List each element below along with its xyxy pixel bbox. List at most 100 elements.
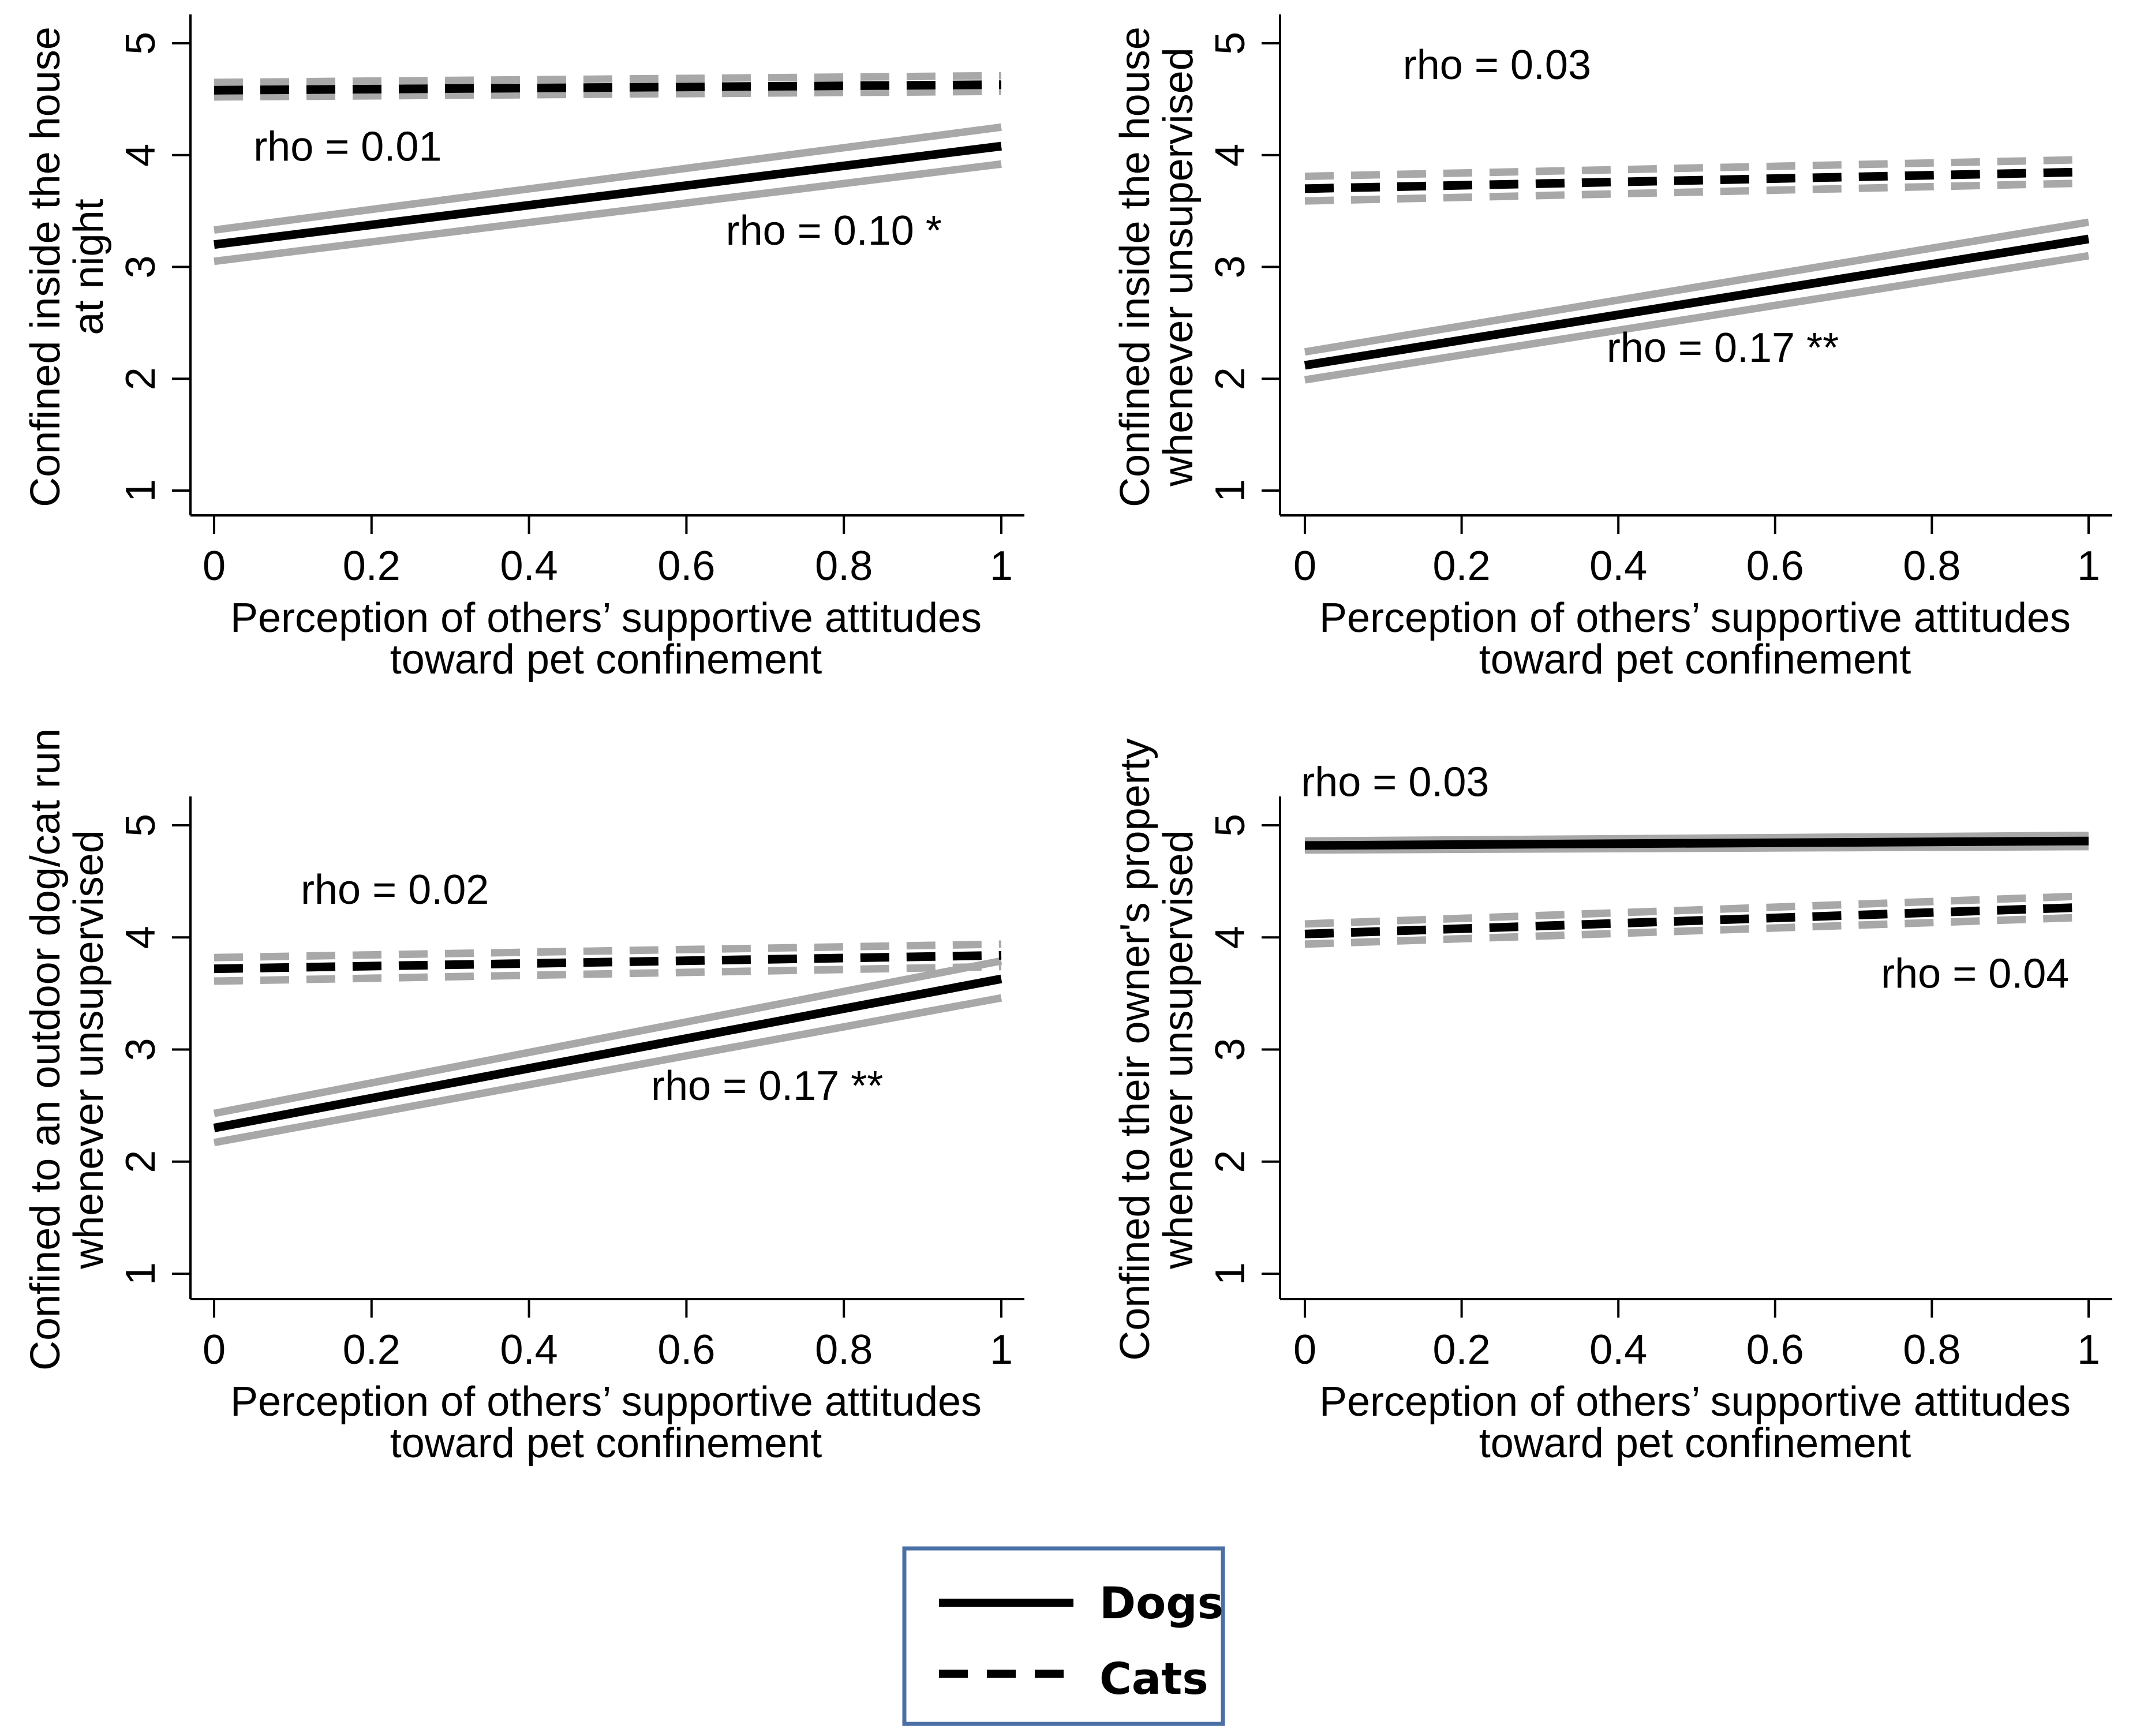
x-tick-label: 0.6 [657, 1327, 715, 1373]
x-tick-label: 0 [1293, 1327, 1316, 1373]
y-tick-label: 2 [118, 367, 164, 390]
x-tick-label: 0.8 [815, 1327, 873, 1373]
y-axis-title-line1: Confined inside the house [1112, 27, 1158, 507]
dogs-ci-lower [1304, 252, 2090, 384]
cats-fit-line [1304, 903, 2089, 938]
y-tick-label: 4 [1207, 926, 1254, 949]
dogs-ci-upper [214, 123, 1002, 234]
chart-panel-3: 0 0.2 0.4 0.6 0.8 1 1 2 3 4 5 Confined to an outdoo… [23, 728, 1024, 1466]
y-tick-label: 5 [1207, 32, 1254, 55]
chart-panel-4: 0 0.2 0.4 0.6 0.8 1 1 2 3 4 5 Confined to their own… [1112, 738, 2112, 1466]
y-tick-label: 5 [118, 814, 164, 837]
panels: 0 0.2 0.4 0.6 0.8 1 1 2 3 4 5 Confined inside the h… [23, 14, 2112, 1466]
y-tick-label: 2 [118, 1150, 164, 1173]
y-tick-label: 2 [1207, 1150, 1254, 1173]
x-tick-label: 1 [990, 1327, 1013, 1373]
rho-annotation: rho = 0.01 [253, 124, 441, 170]
dogs-ci-upper [213, 957, 1002, 1117]
rho-annotation: rho = 0.04 [1881, 951, 2069, 997]
y-tick-label: 5 [1207, 814, 1254, 837]
y-tick-label: 2 [1207, 367, 1254, 390]
x-tick-label: 0.8 [815, 543, 873, 589]
dogs-fit-line [214, 141, 1002, 249]
x-tick-label: 0.6 [657, 543, 715, 589]
x-tick-label: 0.4 [1589, 543, 1647, 589]
legend-dogs-label: Dogs [1099, 1577, 1223, 1629]
dogs-fit-line [213, 974, 1002, 1132]
dogs-fit-line [1304, 234, 2090, 370]
x-tick-label: 0.2 [343, 1327, 401, 1373]
cats-fit-line [214, 80, 1002, 95]
x-tick-label: 0 [1293, 543, 1316, 589]
cats-ci-lower [214, 87, 1002, 101]
cats-ci-lower [1304, 913, 2089, 948]
x-axis-title-line1: Perception of others’ supportive attitud… [230, 595, 982, 641]
dogs-ci-upper [1304, 218, 2090, 356]
y-tick-label: 1 [1207, 479, 1254, 502]
y-tick-label: 1 [118, 479, 164, 502]
dogs-ci-lower [1304, 843, 2089, 854]
y-axis-title-line1: Confined to their owner's property [1112, 738, 1158, 1360]
y-axis-title-line1: Confined inside the house [23, 27, 69, 507]
y-tick-label: 3 [1207, 255, 1254, 278]
x-tick-label: 0 [203, 543, 226, 589]
dogs-ci-upper [1304, 831, 2089, 845]
x-axis-title-line2: toward pet confinement [390, 1420, 822, 1466]
rho-annotation: rho = 0.10 * [726, 208, 942, 254]
x-tick-label: 0 [203, 1327, 226, 1373]
dogs-ci-lower [214, 160, 1002, 265]
x-tick-label: 0.4 [500, 543, 558, 589]
cats-ci-upper [1304, 156, 2089, 181]
rho-annotation: rho = 0.03 [1301, 759, 1489, 805]
x-tick-label: 0.6 [1746, 1327, 1804, 1373]
x-tick-label: 0.6 [1746, 543, 1804, 589]
x-axis-title-line1: Perception of others’ supportive attitud… [230, 1379, 982, 1425]
y-tick-label: 1 [1207, 1262, 1254, 1285]
x-tick-label: 1 [990, 543, 1013, 589]
dogs-fit-line [1304, 836, 2089, 850]
cats-ci-lower [1304, 179, 2089, 205]
y-tick-label: 4 [118, 144, 164, 167]
rho-annotation: rho = 0.02 [301, 867, 489, 913]
rho-annotation: rho = 0.17 ** [651, 1063, 883, 1109]
y-tick-label: 4 [1207, 144, 1254, 167]
cats-fit-line [214, 951, 1002, 974]
y-tick-label: 4 [118, 926, 164, 949]
y-tick-label: 3 [1207, 1038, 1254, 1061]
y-axis-title-line2: whenever unsupervised [1155, 830, 1202, 1269]
y-tick-label: 3 [118, 1038, 164, 1061]
x-axis-title-line2: toward pet confinement [1479, 637, 1911, 683]
x-axis-title-line2: toward pet confinement [390, 637, 822, 683]
x-axis-title-line2: toward pet confinement [1479, 1420, 1911, 1466]
y-axis-title-line2: at night [66, 199, 112, 335]
y-tick-label: 1 [118, 1262, 164, 1285]
x-axis-title-line1: Perception of others’ supportive attitud… [1319, 595, 2071, 641]
x-axis-title-line1: Perception of others’ supportive attitud… [1319, 1379, 2071, 1425]
cats-fit-line [1304, 167, 2089, 193]
y-tick-label: 5 [118, 32, 164, 55]
x-tick-label: 0.8 [1903, 543, 1960, 589]
y-axis-title-line2: whenever unsupervised [1155, 47, 1202, 487]
rho-annotation: rho = 0.03 [1403, 42, 1591, 88]
x-tick-label: 1 [2077, 1327, 2100, 1373]
legend: Dogs Cats [902, 1546, 1225, 1726]
x-tick-label: 0.4 [1589, 1327, 1647, 1373]
legend-cats-label: Cats [1099, 1653, 1208, 1704]
x-tick-label: 0.2 [1433, 543, 1491, 589]
legend-box [902, 1546, 1225, 1726]
x-tick-label: 0.8 [1903, 1327, 1960, 1373]
y-axis-title-line2: whenever unsupervised [66, 830, 112, 1269]
cats-ci-upper [1304, 892, 2089, 928]
chart-panel-1: 0 0.2 0.4 0.6 0.8 1 1 2 3 4 5 Confined inside the h… [23, 14, 1024, 683]
cats-ci-lower [214, 963, 1002, 985]
y-axis-title-line1: Confined to an outdoor dog/cat run [23, 728, 69, 1371]
x-tick-label: 0.2 [1433, 1327, 1491, 1373]
cats-ci-upper [214, 72, 1002, 87]
rho-annotation: rho = 0.17 ** [1607, 325, 1839, 371]
x-tick-label: 1 [2077, 543, 2100, 589]
x-tick-label: 0.2 [343, 543, 401, 589]
chart-panel-2: 0 0.2 0.4 0.6 0.8 1 1 2 3 4 5 Confined inside the h… [1112, 14, 2112, 683]
cats-ci-upper [214, 940, 1002, 961]
x-tick-label: 0.4 [500, 1327, 558, 1373]
y-tick-label: 3 [118, 255, 164, 278]
